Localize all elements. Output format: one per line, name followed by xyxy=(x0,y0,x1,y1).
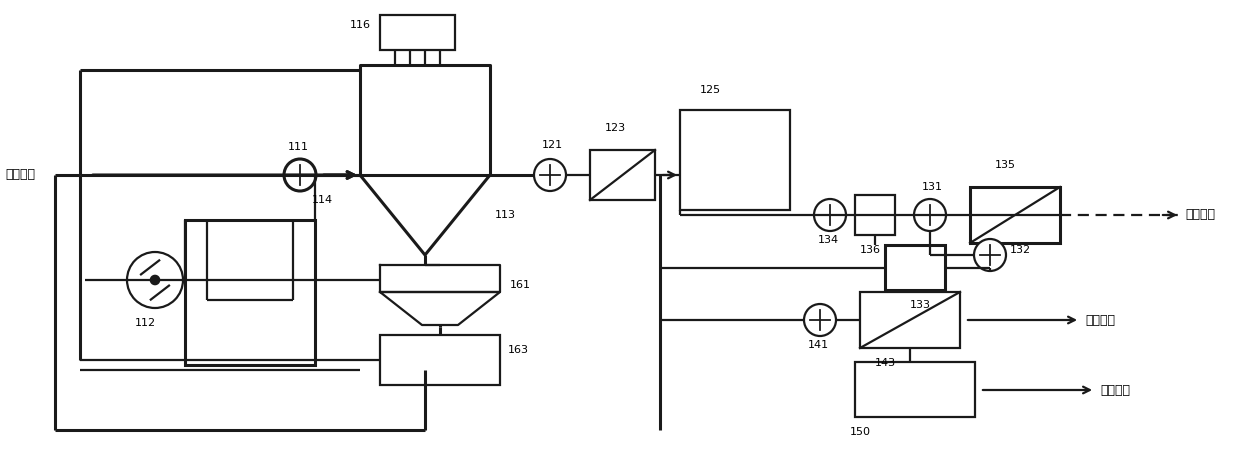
Bar xyxy=(856,362,975,417)
Text: 143: 143 xyxy=(875,358,897,368)
Text: 三级产水: 三级产水 xyxy=(1100,383,1130,397)
Text: 132: 132 xyxy=(1011,245,1032,255)
Bar xyxy=(970,187,1060,243)
Circle shape xyxy=(126,252,184,308)
Text: 112: 112 xyxy=(134,318,155,328)
Text: 125: 125 xyxy=(701,85,722,95)
Text: 113: 113 xyxy=(495,210,516,220)
Text: 一级产水: 一级产水 xyxy=(1185,208,1215,222)
Circle shape xyxy=(534,159,565,191)
Text: 133: 133 xyxy=(910,300,931,310)
Text: 二级产水: 二级产水 xyxy=(1085,313,1115,327)
Bar xyxy=(379,335,500,385)
Text: 163: 163 xyxy=(508,345,529,355)
Text: 116: 116 xyxy=(350,20,371,30)
Circle shape xyxy=(973,239,1006,271)
Text: 134: 134 xyxy=(818,235,839,245)
Bar xyxy=(379,15,455,50)
Text: 136: 136 xyxy=(861,245,880,255)
Circle shape xyxy=(151,276,159,284)
Text: 141: 141 xyxy=(808,340,830,350)
Circle shape xyxy=(804,304,836,336)
Bar xyxy=(885,245,945,290)
Bar xyxy=(680,110,790,210)
Text: 135: 135 xyxy=(994,160,1016,170)
Text: 150: 150 xyxy=(849,427,870,437)
Text: 123: 123 xyxy=(605,123,626,133)
Text: 脱硫废水: 脱硫废水 xyxy=(5,169,35,181)
Text: 161: 161 xyxy=(510,280,531,290)
Text: 111: 111 xyxy=(288,142,309,152)
Circle shape xyxy=(813,199,846,231)
Circle shape xyxy=(914,199,946,231)
Text: 131: 131 xyxy=(923,182,942,192)
Bar xyxy=(590,150,655,200)
Bar xyxy=(856,195,895,235)
Bar xyxy=(185,220,315,365)
Circle shape xyxy=(284,159,316,191)
Text: 114: 114 xyxy=(312,195,334,205)
Text: 121: 121 xyxy=(542,140,563,150)
Bar xyxy=(861,292,960,348)
